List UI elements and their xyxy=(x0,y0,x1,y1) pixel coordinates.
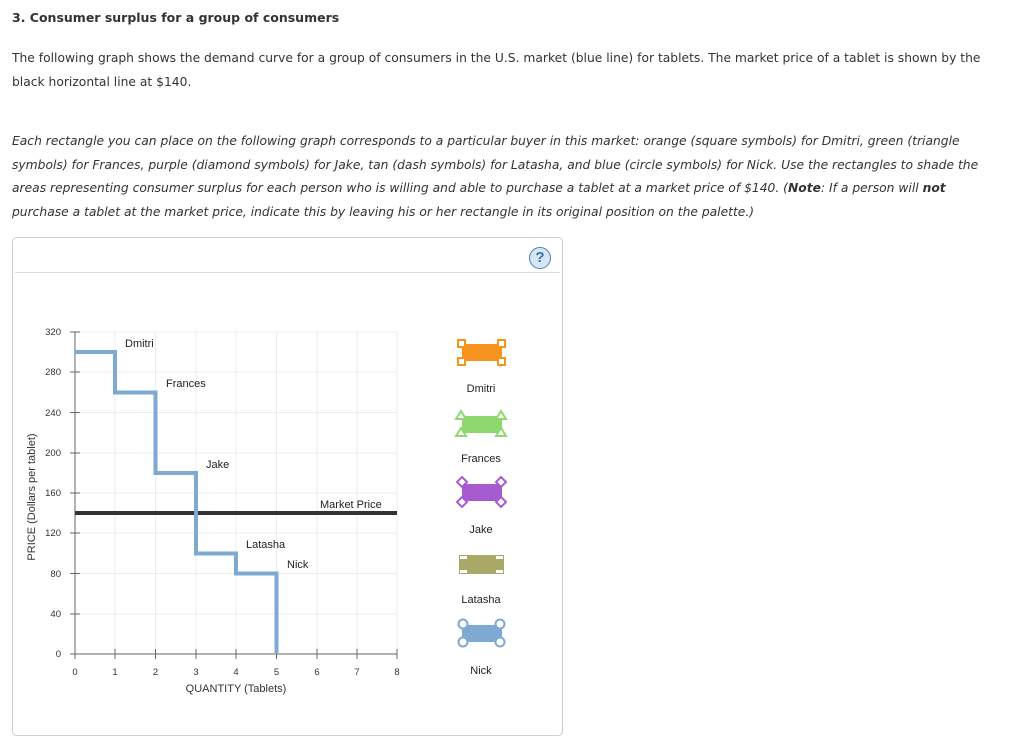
y-axis-label: PRICE (Dollars per tablet) xyxy=(26,433,38,560)
square-handle-icon xyxy=(457,339,506,366)
instructions-intro: Each rectangle you can place on the foll… xyxy=(12,134,979,195)
question-title: 3. Consumer surplus for a group of consu… xyxy=(12,10,340,25)
x-tick: 1 xyxy=(112,667,117,678)
palette-rectangle-frances[interactable] xyxy=(454,409,508,437)
palette-label-frances: Frances xyxy=(461,453,501,465)
help-icon[interactable]: ? xyxy=(529,247,551,269)
dash-handle-icon xyxy=(460,556,503,573)
y-tick: 120 xyxy=(45,528,61,539)
palette-rectangle-jake[interactable] xyxy=(455,475,508,509)
y-tick: 320 xyxy=(45,327,61,338)
market-price-label: Market Price xyxy=(320,499,382,511)
grid xyxy=(75,331,398,654)
palette-label-jake: Jake xyxy=(469,524,492,536)
x-tick: 6 xyxy=(314,667,319,678)
palette-label-nick: Nick xyxy=(470,665,492,677)
palette-label-latasha: Latasha xyxy=(461,594,501,606)
palette-label-dmitri: Dmitri xyxy=(467,383,496,395)
y-tick: 240 xyxy=(45,408,61,419)
y-tick-labels: 0 40 80 120 160 200 240 280 320 xyxy=(45,327,61,660)
demand-curve[interactable] xyxy=(75,350,279,654)
y-tick: 80 xyxy=(50,569,61,580)
x-tick: 7 xyxy=(354,667,359,678)
y-tick: 200 xyxy=(45,448,61,459)
label-nick: Nick xyxy=(287,559,309,571)
palette-rectangle-dmitri[interactable] xyxy=(457,339,506,366)
x-tick: 5 xyxy=(274,667,279,678)
y-tick: 160 xyxy=(45,488,61,499)
x-tick: 3 xyxy=(193,667,198,678)
label-dmitri: Dmitri xyxy=(125,338,154,350)
circle-handle-icon xyxy=(457,618,506,648)
not-emphasis: not xyxy=(922,181,946,195)
question-description: The following graph shows the demand cur… xyxy=(12,51,981,89)
label-latasha: Latasha xyxy=(246,539,286,551)
y-tick: 280 xyxy=(45,367,61,378)
diamond-handle-icon xyxy=(455,475,508,509)
palette-rectangle-latasha[interactable] xyxy=(459,555,504,574)
x-tick: 4 xyxy=(233,667,238,678)
x-tick: 0 xyxy=(72,667,77,678)
panel-divider xyxy=(15,272,560,273)
question-instructions: Each rectangle you can place on the foll… xyxy=(12,130,1002,224)
palette-rectangle-nick[interactable] xyxy=(457,618,506,648)
label-jake: Jake xyxy=(206,459,229,471)
triangle-handle-icon xyxy=(454,409,508,437)
instructions-tail: purchase a tablet at the market price, i… xyxy=(12,204,755,219)
x-axis-label: QUANTITY (Tablets) xyxy=(186,683,287,695)
axes xyxy=(70,331,398,659)
x-tick: 8 xyxy=(394,667,399,678)
note-label: Note xyxy=(787,181,821,195)
y-tick: 40 xyxy=(50,609,61,620)
x-tick: 2 xyxy=(153,667,158,678)
x-tick-labels: 0 1 2 3 4 5 6 7 8 xyxy=(72,667,399,678)
instructions-note: : If a person will xyxy=(820,181,923,195)
label-frances: Frances xyxy=(166,378,206,390)
y-tick: 0 xyxy=(56,649,61,660)
buyer-labels: Dmitri Frances Jake Latasha Nick xyxy=(125,338,309,571)
